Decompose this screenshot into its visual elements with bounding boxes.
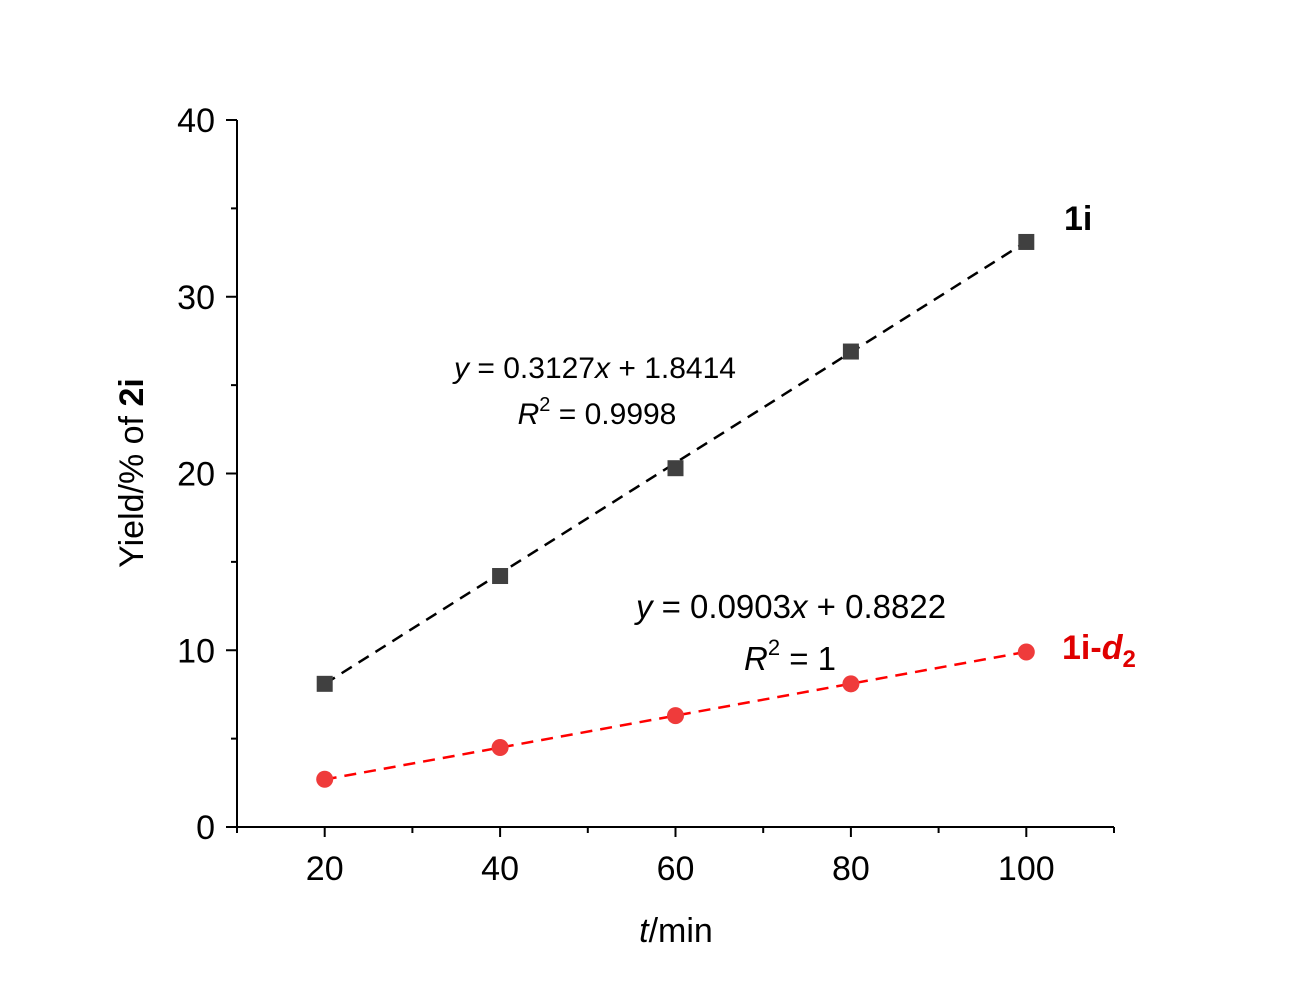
series-label-1i-d2: 1i-d2 bbox=[1062, 629, 1136, 673]
equation-1i-d2-mid: = 0.0903 bbox=[652, 588, 791, 625]
data-point-circle bbox=[842, 675, 860, 693]
equation-1i: y = 0.3127x + 1.8414 bbox=[452, 352, 736, 385]
x-tick-label: 20 bbox=[306, 850, 344, 888]
data-point-circle bbox=[1017, 643, 1035, 661]
y-tick-label: 30 bbox=[177, 279, 215, 317]
r2-1i-d2-value: = 1 bbox=[780, 640, 836, 677]
x-tick-label: 100 bbox=[998, 850, 1055, 888]
axis-tick-labels: 20 40 60 80 100 0 10 20 30 40 bbox=[177, 102, 1054, 888]
y-axis-title-prefix: Yield/% of bbox=[113, 407, 151, 568]
fit-line-1i bbox=[324, 240, 1027, 685]
series-label-1i-main: 1i bbox=[1064, 200, 1092, 238]
r2-1i-d2: R2 = 1 bbox=[744, 635, 836, 677]
x-tick-label: 40 bbox=[481, 850, 519, 888]
series-label-1i-d2-main: 1i- bbox=[1062, 629, 1102, 667]
equation-1i-xvar: x bbox=[593, 352, 611, 385]
r2-1i-r: R bbox=[518, 398, 540, 431]
r2-1i-sup: 2 bbox=[539, 394, 550, 416]
axis-ticks bbox=[226, 119, 1115, 837]
y-axis-title: Yield/% of 2i bbox=[113, 378, 151, 568]
y-tick-label: 10 bbox=[177, 632, 215, 670]
x-tick-label: 80 bbox=[832, 850, 870, 888]
equation-1i-d2-yvar: y bbox=[634, 588, 655, 625]
series-label-1i-d2-sub: 2 bbox=[1122, 646, 1135, 673]
data-point-square bbox=[842, 343, 859, 360]
data-point-circle bbox=[667, 707, 684, 725]
r2-1i-d2-sup: 2 bbox=[768, 635, 780, 660]
x-axis-title-rest: /min bbox=[649, 912, 713, 950]
y-axis-title-bold: 2i bbox=[113, 378, 151, 406]
data-point-square bbox=[1018, 233, 1035, 250]
y-tick-label: 20 bbox=[177, 456, 215, 494]
y-tick-label: 40 bbox=[177, 102, 215, 140]
fit-lines bbox=[324, 240, 1027, 781]
series-label-1i-d2-italic: d bbox=[1102, 629, 1124, 667]
data-point-square bbox=[316, 675, 333, 692]
r2-1i-value: = 0.9998 bbox=[550, 398, 676, 431]
x-tick-label: 60 bbox=[657, 850, 695, 888]
equation-1i-yvar: y bbox=[452, 352, 471, 385]
r2-1i: R2 = 0.9998 bbox=[518, 394, 677, 431]
equation-1i-d2-xvar: x bbox=[789, 588, 809, 625]
data-point-square bbox=[492, 568, 509, 585]
series-label-1i: 1i bbox=[1064, 200, 1092, 238]
data-point-square bbox=[667, 460, 684, 477]
x-axis-title: t/min bbox=[639, 912, 713, 950]
data-point-circle bbox=[316, 770, 334, 788]
y-tick-label: 0 bbox=[196, 809, 215, 847]
r2-1i-d2-r: R bbox=[744, 640, 768, 677]
data-point-circle bbox=[491, 738, 509, 756]
x-axis-title-italic: t bbox=[639, 912, 650, 950]
data-markers bbox=[316, 233, 1035, 788]
equation-1i-d2-end: + 0.8822 bbox=[808, 588, 947, 625]
equation-1i-end: + 1.8414 bbox=[610, 352, 736, 385]
equation-1i-d2: y = 0.0903x + 0.8822 bbox=[634, 588, 946, 625]
equation-1i-mid: = 0.3127 bbox=[469, 352, 595, 385]
